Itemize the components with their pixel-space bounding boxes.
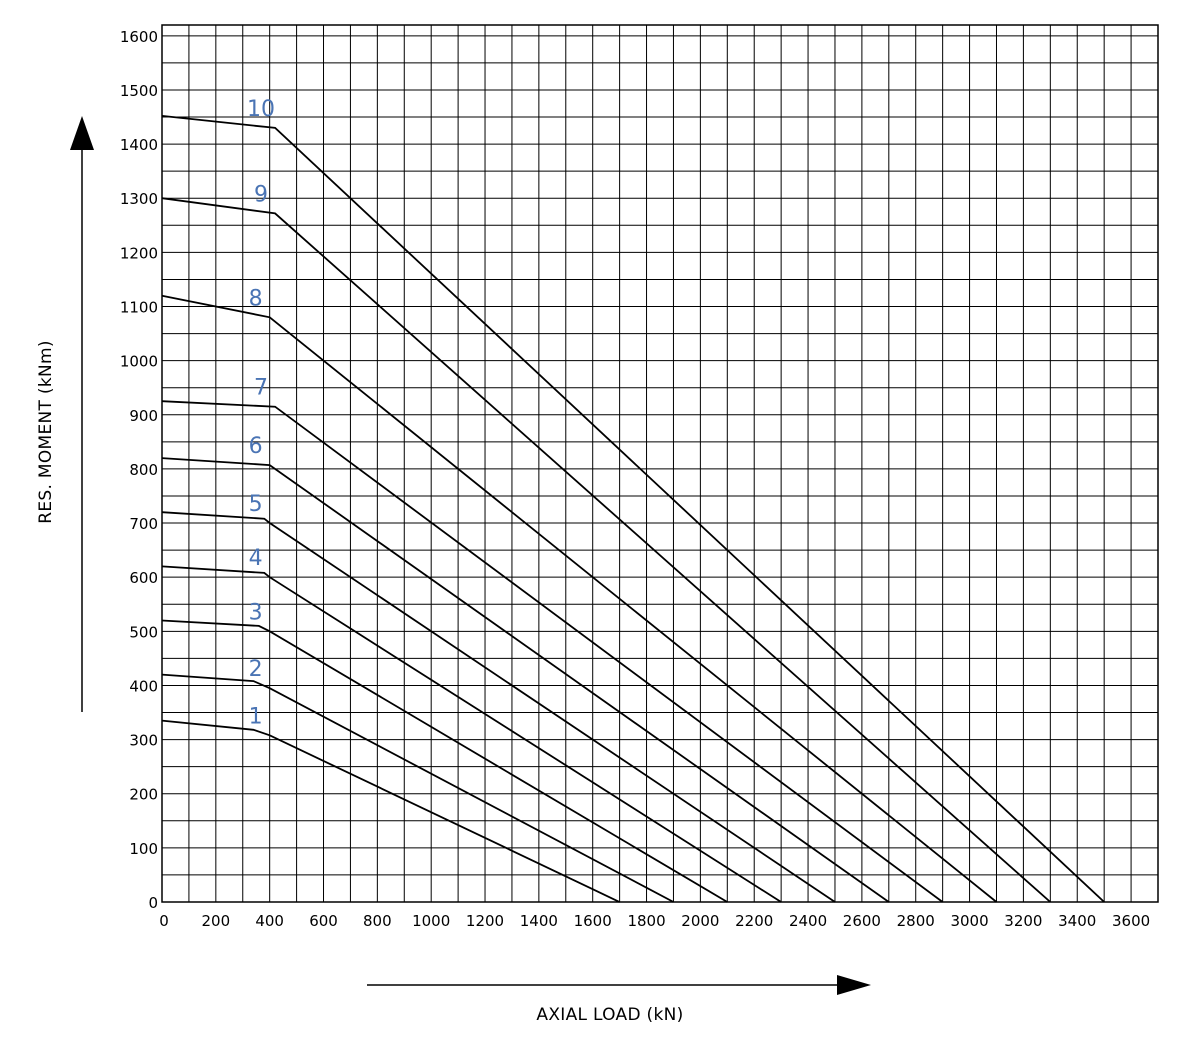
tick-labels: 0 200 400 600 800 1000 1200 1400 1600 1800 2000 220… <box>120 28 1150 930</box>
x-tick-label: 1600 <box>574 912 612 930</box>
y-tick-label: 1600 <box>120 28 158 46</box>
curve-7 <box>161 400 944 903</box>
curve-4 <box>161 565 782 903</box>
x-tick-label: 800 <box>363 912 392 930</box>
y-tick-label: 200 <box>129 786 158 804</box>
y-tick-label: 1000 <box>120 353 158 371</box>
x-tick-label: 1000 <box>412 912 450 930</box>
y-tick-label: 600 <box>129 569 158 587</box>
curve-labels: 1 2 3 4 5 6 7 8 9 10 <box>247 97 275 729</box>
y-tick-label: 1200 <box>120 244 158 262</box>
x-tick-label: 1800 <box>627 912 665 930</box>
curve-6 <box>161 457 890 903</box>
y-tick-label: 800 <box>129 461 158 479</box>
x-tick-label: 1200 <box>466 912 504 930</box>
curve-label-3: 3 <box>249 600 263 625</box>
y-tick-label: 1100 <box>120 299 158 317</box>
y-tick-label: 900 <box>129 407 158 425</box>
y-tick-label: 500 <box>129 623 158 641</box>
x-axis-title: AXIAL LOAD (kN) <box>536 1005 683 1025</box>
y-tick-label: 100 <box>129 840 158 858</box>
y-tick-label: 1300 <box>120 190 158 208</box>
x-tick-label: 400 <box>255 912 284 930</box>
x-tick-label: 200 <box>202 912 231 930</box>
curve-1 <box>161 719 620 903</box>
y-tick-label: 400 <box>129 677 158 695</box>
x-tick-label: 1400 <box>520 912 558 930</box>
x-tick-label: 2200 <box>735 912 773 930</box>
x-tick-label: 3600 <box>1112 912 1150 930</box>
y-tick-label: 0 <box>148 894 158 912</box>
curve-label-1: 1 <box>249 704 263 729</box>
y-axis-title: RES. MOMENT (kNm) <box>36 340 56 524</box>
y-tick-label: 1500 <box>120 82 158 100</box>
x-tick-label: 3200 <box>1004 912 1042 930</box>
curves <box>161 115 1105 903</box>
curve-10 <box>161 115 1105 903</box>
curve-label-6: 6 <box>249 434 263 459</box>
curve-5 <box>161 511 836 903</box>
curve-label-4: 4 <box>249 546 263 571</box>
y-tick-label: 700 <box>129 515 158 533</box>
x-tick-label: 3400 <box>1058 912 1096 930</box>
curve-label-2: 2 <box>249 657 263 682</box>
curve-label-5: 5 <box>249 492 263 517</box>
y-tick-label: 1400 <box>120 136 158 154</box>
x-tick-label: 2600 <box>843 912 881 930</box>
x-tick-label: 2000 <box>681 912 719 930</box>
x-tick-label: 2800 <box>897 912 935 930</box>
curve-label-8: 8 <box>249 286 263 311</box>
curve-3 <box>161 619 728 903</box>
curve-8 <box>161 294 998 903</box>
y-tick-label: 300 <box>129 732 158 750</box>
x-tick-label: 3000 <box>950 912 988 930</box>
curve-2 <box>161 673 674 903</box>
y-axis-arrowhead <box>70 116 94 150</box>
plot-frame <box>161 24 1159 903</box>
x-axis-arrowhead <box>837 975 871 995</box>
curve-label-10: 10 <box>247 97 275 122</box>
x-tick-label: 2400 <box>789 912 827 930</box>
x-tick-label: 600 <box>309 912 338 930</box>
chart-grid <box>162 25 1158 902</box>
curve-label-9: 9 <box>254 182 268 207</box>
curve-label-7: 7 <box>254 376 268 401</box>
curve-9 <box>161 197 1051 903</box>
x-tick-label: 0 <box>159 912 169 930</box>
